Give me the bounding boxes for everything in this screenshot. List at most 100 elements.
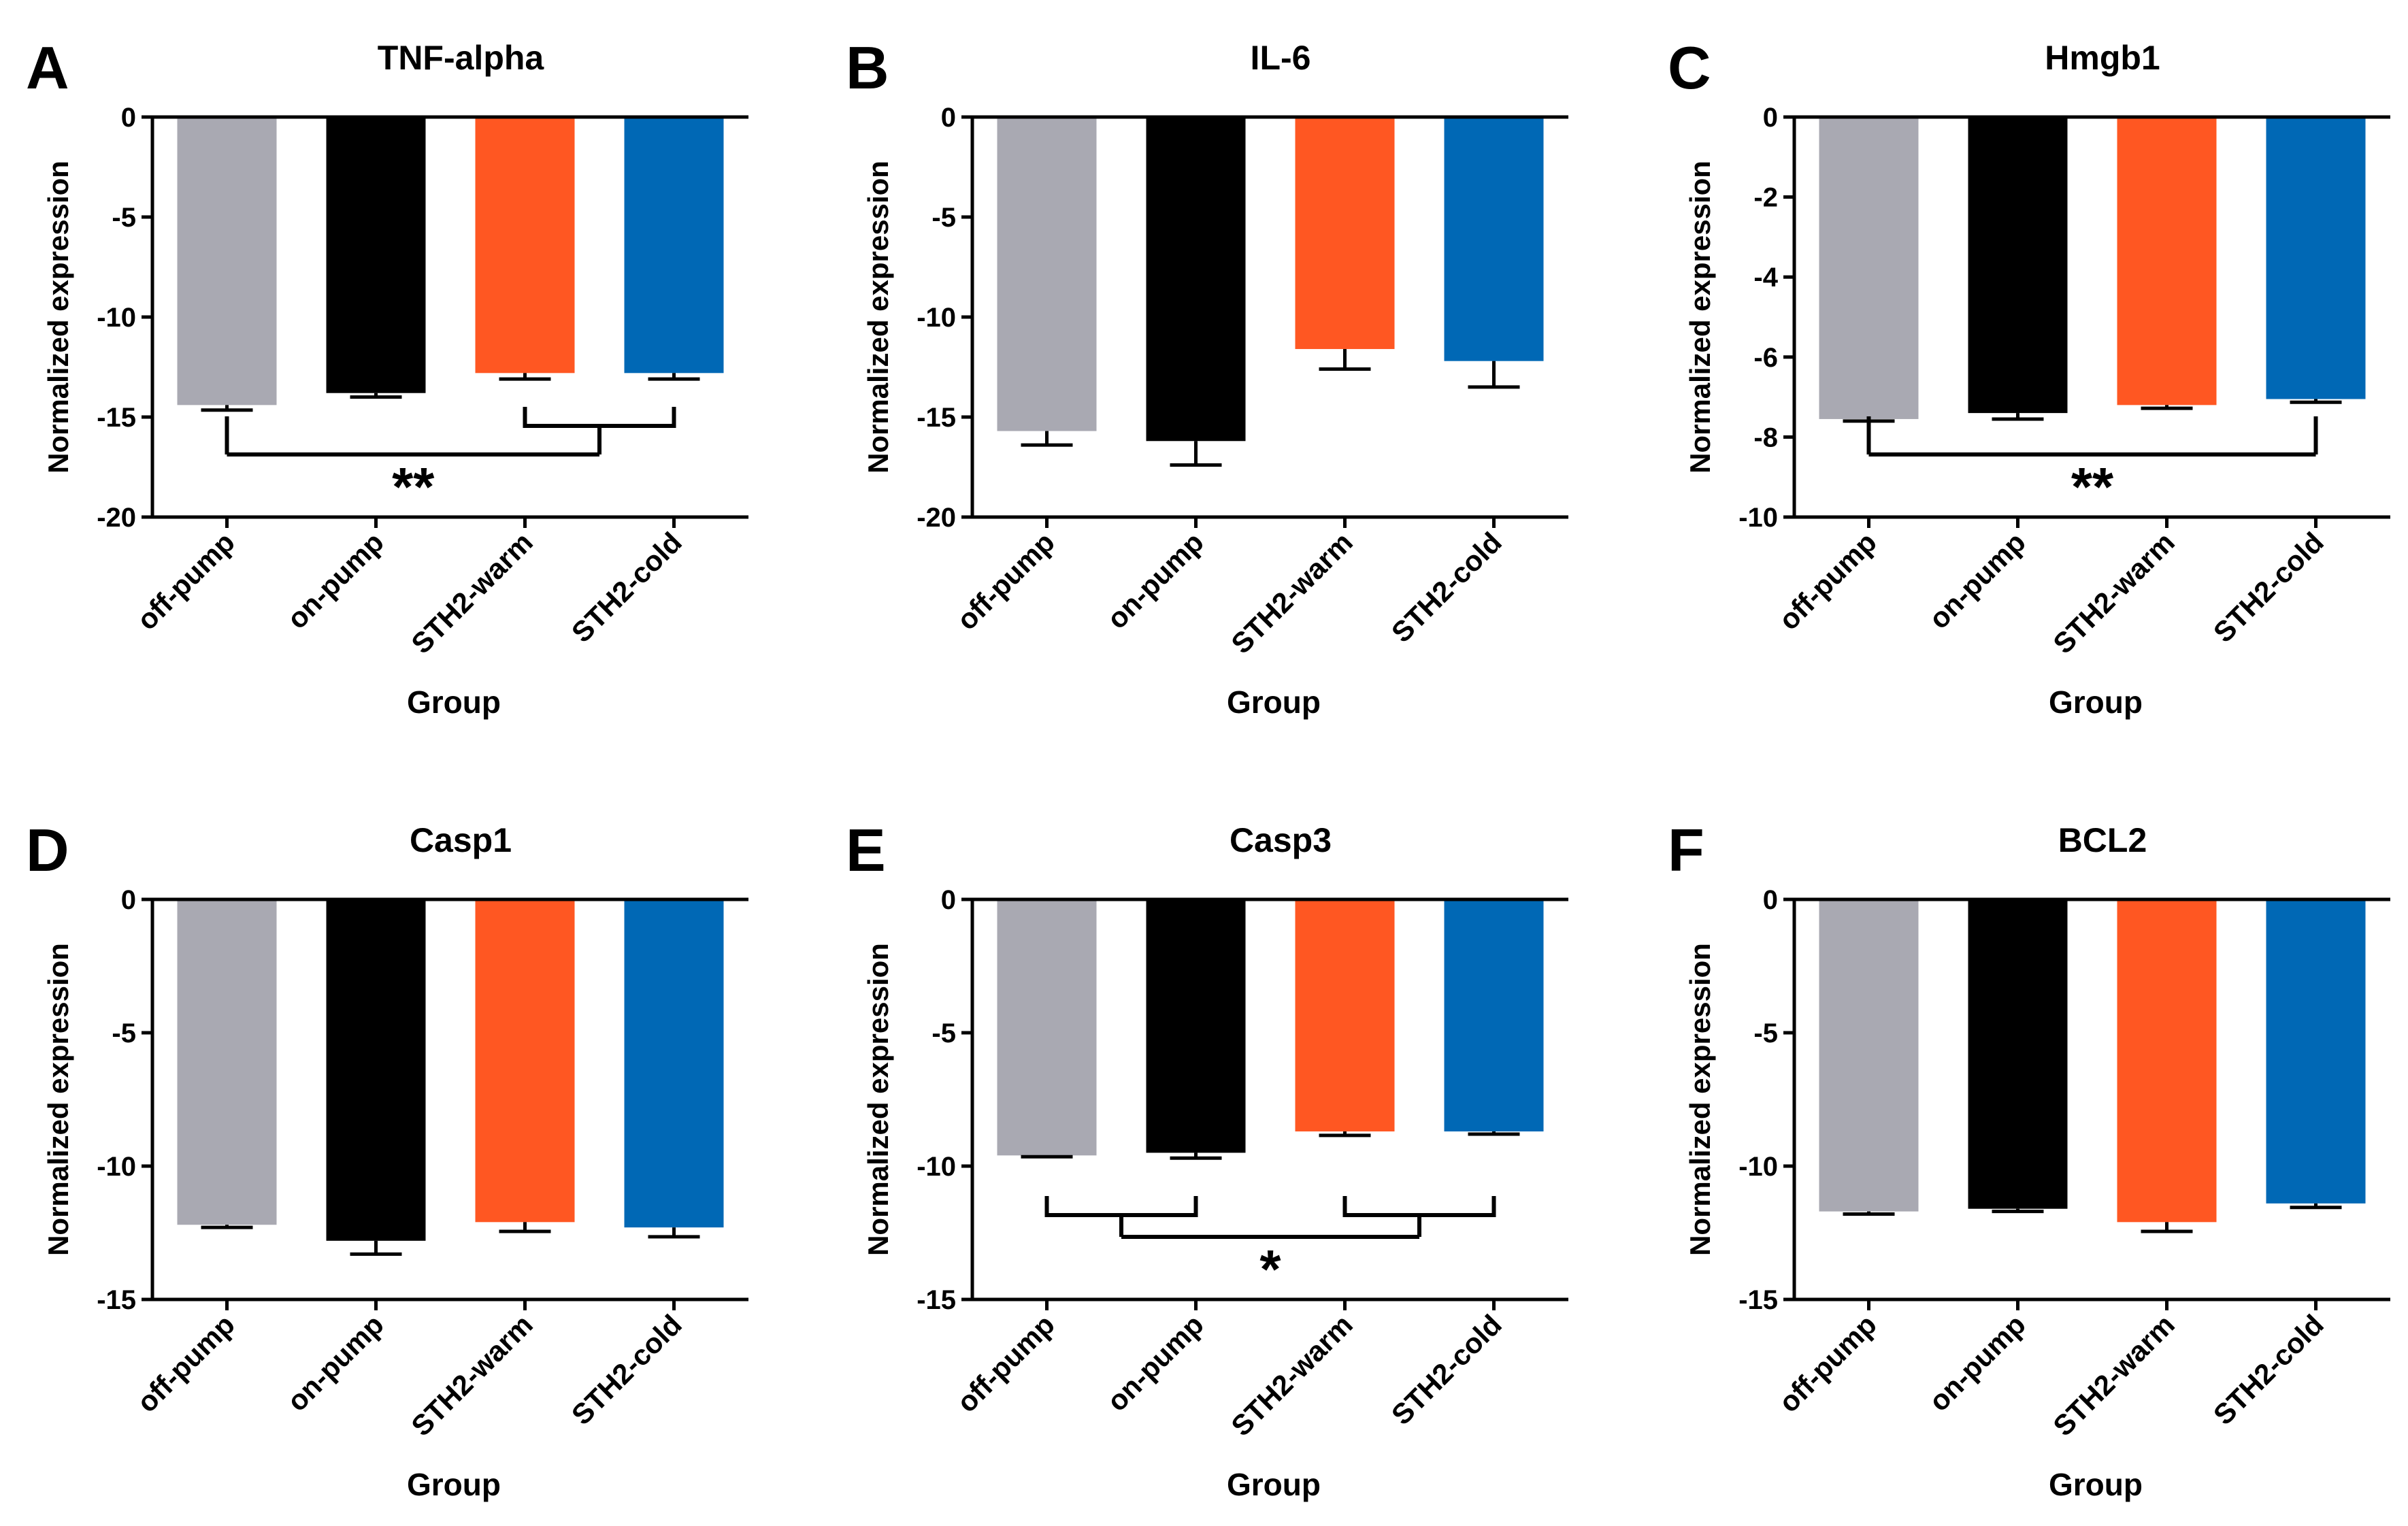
x-tick-label-sth2-cold: STH2-cold [2207,1308,2330,1431]
x-tick-label-sth2-warm: STH2-warm [405,1308,539,1442]
x-tick-label-sth2-warm: STH2-warm [2047,1308,2181,1442]
bar-on-pump [1146,899,1246,1153]
bar-sth2-warm [475,899,575,1223]
error-bar-on-pump [350,393,402,399]
panel-title: BCL2 [2058,821,2147,859]
panel-title: TNF-alpha [378,39,545,77]
bar-sth2-warm [1295,899,1395,1132]
error-bar-sth2-cold [2290,399,2342,404]
y-tick-label: 0 [121,103,136,133]
significance-label: * [1259,1239,1281,1299]
bar-sth2-cold [1444,117,1544,361]
x-axis-label: Group [2049,684,2143,720]
y-axis-label: Normalized expression [1684,161,1716,474]
bar-sth2-warm [475,117,575,374]
y-tick-label: 0 [121,885,136,915]
bar-off-pump [177,117,277,405]
panel-title: Casp3 [1230,821,1332,859]
x-tick-label-off-pump: off-pump [1772,526,1883,636]
y-tick-label: -10 [1738,503,1778,533]
panel-title: IL-6 [1251,39,1311,77]
y-tick-label: -4 [1753,263,1778,293]
significance-bracket: ** [1866,416,2318,517]
x-tick-label-off-pump: off-pump [951,1308,1061,1419]
y-tick-label: 0 [1763,885,1778,915]
bar-sth2-cold [2266,899,2366,1204]
y-tick-label: 0 [1763,103,1778,133]
panel-letter: F [1668,816,1704,884]
bracket-right-sub [523,407,676,428]
error-bar-on-pump [350,1240,402,1256]
error-bar-sth2-warm [1319,1131,1371,1138]
bar-off-pump [177,899,277,1225]
significance-label: ** [2071,457,2114,517]
panel-title: Hmgb1 [2045,39,2160,77]
bar-off-pump [997,899,1097,1156]
error-bar-on-pump [1992,413,2044,421]
bracket-right-sub [1342,1196,1496,1217]
error-bar-sth2-warm [499,373,551,381]
y-tick-label: 0 [941,885,956,915]
x-tick-label-sth2-cold: STH2-cold [565,1308,688,1431]
bar-on-pump [1146,117,1246,442]
panel-letter: D [26,816,69,884]
y-tick-label: -10 [917,303,956,333]
y-tick-label: -5 [112,203,136,233]
error-bar-on-pump [1992,1208,2044,1214]
x-tick-label-on-pump: on-pump [1101,1308,1210,1417]
y-tick-label: -10 [917,1152,956,1182]
y-tick-label: -8 [1753,422,1778,452]
bar-on-pump [326,117,426,393]
y-tick-label: -10 [1738,1152,1778,1182]
x-axis-label: Group [407,1467,501,1502]
y-axis-label: Normalized expression [42,161,74,474]
bar-sth2-cold [2266,117,2366,399]
x-tick-label-off-pump: off-pump [131,1308,241,1419]
panel-title: Casp1 [410,821,512,859]
y-tick-label: -20 [917,503,956,533]
panel-letter: B [846,34,889,101]
x-tick-label-off-pump: off-pump [951,526,1061,636]
y-tick-label: -5 [112,1018,136,1048]
y-axis-label: Normalized expression [862,943,894,1256]
error-bar-sth2-warm [1319,349,1371,371]
y-tick-label: -20 [97,503,136,533]
bar-sth2-warm [1295,117,1395,350]
error-bar-on-pump [1170,441,1222,467]
error-bar-off-pump [1021,1155,1073,1159]
error-bar-sth2-cold [648,1227,700,1239]
bar-off-pump [1819,899,1919,1212]
y-tick-label: -15 [917,1285,956,1315]
x-tick-label-sth2-cold: STH2-cold [1385,526,1508,648]
y-tick-label: -10 [97,1152,136,1182]
y-axis-label: Normalized expression [42,943,74,1256]
y-axis-label: Normalized expression [1684,943,1716,1256]
x-axis-label: Group [1227,684,1321,720]
y-tick-label: -5 [931,1018,956,1048]
y-tick-label: -15 [97,1285,136,1315]
x-tick-label-on-pump: on-pump [1101,526,1210,635]
y-tick-label: 0 [941,103,956,133]
panel-letter: A [26,34,69,101]
bar-on-pump [1968,117,2068,414]
y-tick-label: -5 [1753,1018,1778,1048]
bar-sth2-warm [2117,899,2217,1223]
y-tick-label: -6 [1753,343,1778,373]
significance-bracket: * [1044,1196,1496,1299]
x-axis-label: Group [407,684,501,720]
x-tick-label-sth2-cold: STH2-cold [2207,526,2330,648]
x-tick-label-off-pump: off-pump [1772,1308,1883,1419]
y-tick-label: -15 [917,403,956,433]
bracket-left-sub [1044,1196,1198,1217]
x-tick-label-on-pump: on-pump [281,1308,390,1417]
x-tick-label-sth2-warm: STH2-warm [1225,526,1359,660]
y-tick-label: -2 [1753,183,1778,213]
x-tick-label-on-pump: on-pump [1923,1308,2032,1417]
panel-letter: E [846,816,886,884]
